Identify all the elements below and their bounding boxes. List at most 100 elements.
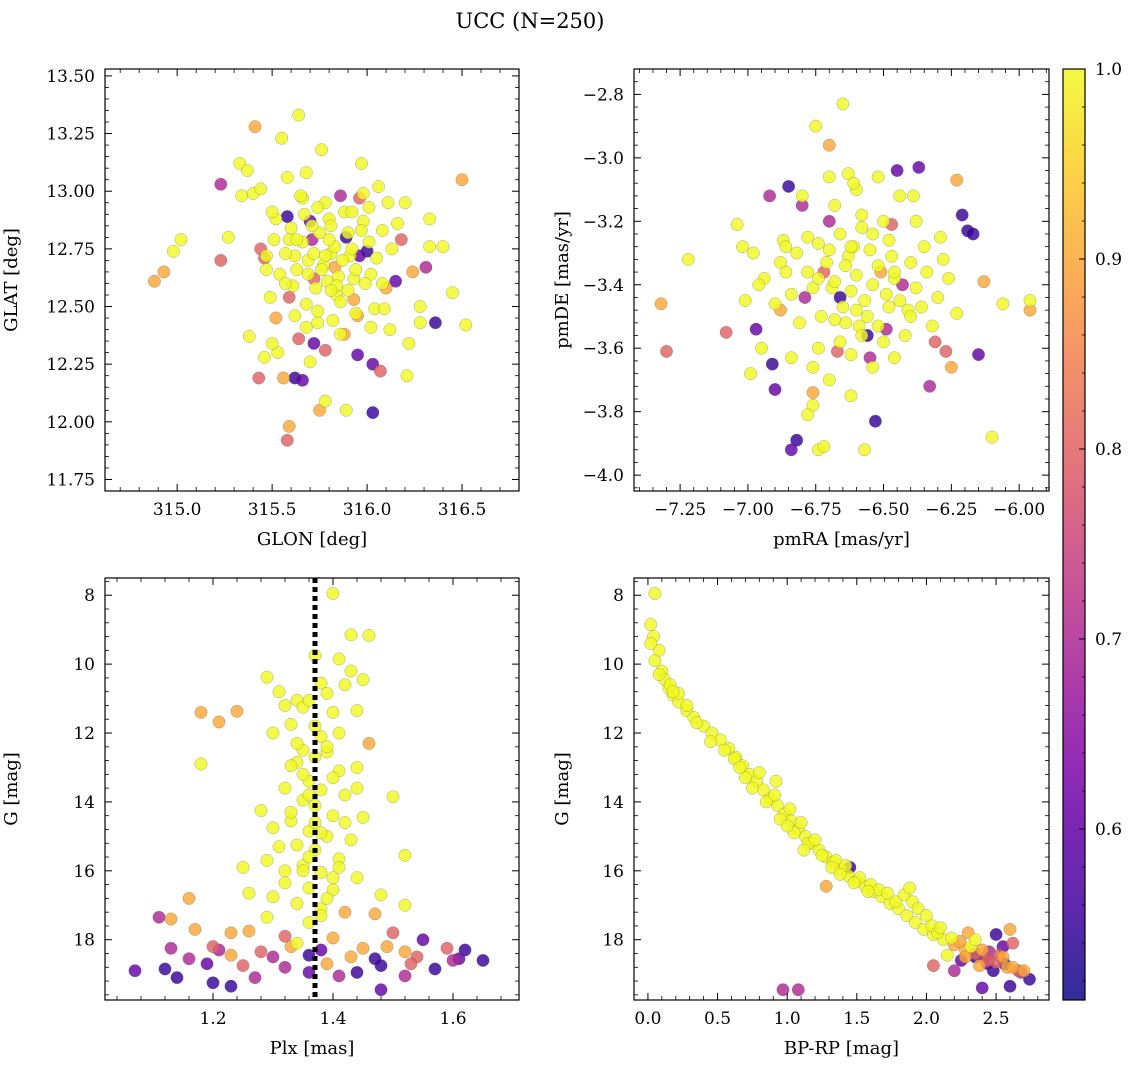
data-point: [446, 954, 460, 967]
data-point: [383, 323, 397, 336]
data-point: [836, 300, 850, 314]
data-point: [362, 629, 376, 642]
data-point: [413, 316, 427, 330]
colorbar-tick-label: 0.7: [1095, 630, 1122, 650]
colorbar: 0.6 0.7 0.8 0.9 1.0: [1062, 60, 1122, 1001]
data-point: [801, 408, 814, 422]
y-tick-label: 11.75: [46, 470, 95, 490]
data-point: [320, 892, 334, 905]
data-point: [214, 177, 228, 191]
x-tick-label: −7.25: [654, 500, 706, 520]
data-point: [398, 945, 412, 959]
data-point: [855, 208, 869, 222]
data-point: [739, 771, 752, 785]
data-point: [904, 310, 918, 323]
data-point: [339, 403, 353, 417]
data-point: [278, 929, 292, 943]
data-point: [648, 654, 662, 668]
data-point: [269, 311, 283, 325]
data-point: [166, 244, 180, 258]
data-point: [284, 221, 298, 235]
data-point: [812, 271, 825, 285]
data-point: [152, 910, 166, 924]
data-point: [362, 200, 376, 214]
data-point: [341, 283, 355, 297]
figure-title: UCC (N=250): [456, 9, 605, 33]
data-point: [305, 219, 319, 233]
data-point: [394, 233, 408, 247]
data-point: [303, 355, 317, 369]
data-point: [302, 966, 316, 979]
data-point: [344, 950, 358, 964]
data-point: [242, 886, 256, 900]
data-point: [752, 766, 766, 779]
data-point: [882, 300, 896, 314]
data-point: [844, 240, 858, 254]
data-point: [338, 678, 352, 692]
data-point: [294, 189, 307, 203]
axes-frame: [633, 577, 1050, 1001]
data-point: [833, 227, 847, 241]
data-point: [235, 189, 249, 203]
y-tick-label: −3.0: [583, 149, 624, 169]
data-point: [334, 327, 347, 341]
data-point: [759, 795, 773, 809]
data-point: [1023, 294, 1037, 307]
data-point: [182, 952, 196, 966]
data-point: [284, 759, 298, 773]
data-point: [260, 670, 274, 684]
data-point: [416, 933, 430, 947]
x-tick-label: 1.2: [199, 1009, 226, 1029]
data-point: [230, 704, 244, 718]
data-point: [909, 214, 923, 228]
data-point: [768, 383, 782, 396]
data-point: [801, 265, 814, 279]
data-point: [939, 344, 953, 358]
data-point: [386, 790, 400, 804]
y-tick-label: 12.00: [46, 413, 95, 433]
data-point: [869, 414, 882, 428]
data-point: [855, 221, 869, 235]
data-point: [968, 933, 982, 947]
data-point: [814, 310, 828, 323]
data-point: [877, 214, 890, 228]
scatter-points: [654, 97, 1037, 457]
data-point: [345, 205, 359, 219]
data-point: [871, 259, 885, 273]
data-point: [259, 249, 273, 263]
data-point: [784, 287, 798, 301]
x-tick-label: 315.0: [153, 500, 202, 520]
data-point: [940, 948, 954, 962]
data-point: [945, 931, 958, 945]
data-point: [224, 948, 238, 962]
y-tick-label: 13.50: [46, 67, 95, 87]
data-point: [866, 278, 880, 292]
data-point: [931, 291, 945, 304]
data-point: [959, 950, 972, 964]
data-point: [400, 369, 414, 383]
data-point: [718, 743, 731, 757]
data-point: [356, 187, 370, 200]
data-point: [768, 297, 782, 311]
data-point: [769, 774, 783, 788]
x-tick-label: 316.5: [438, 500, 487, 520]
data-point: [915, 300, 928, 314]
data-point: [975, 981, 989, 995]
y-tick-label: 16: [602, 862, 624, 882]
data-point: [765, 357, 779, 371]
data-point: [890, 164, 904, 177]
data-point: [398, 969, 412, 983]
data-point: [858, 294, 871, 307]
y-axis-label: GLAT [deg]: [1, 228, 22, 332]
data-point: [278, 876, 292, 890]
data-point: [900, 909, 914, 922]
data-point: [839, 316, 852, 330]
data-point: [358, 277, 372, 290]
data-point: [985, 430, 999, 444]
data-point: [893, 189, 907, 203]
data-point: [315, 143, 328, 157]
data-point: [332, 969, 346, 983]
data-point: [278, 247, 292, 260]
data-point: [822, 214, 836, 228]
data-point: [844, 389, 858, 403]
